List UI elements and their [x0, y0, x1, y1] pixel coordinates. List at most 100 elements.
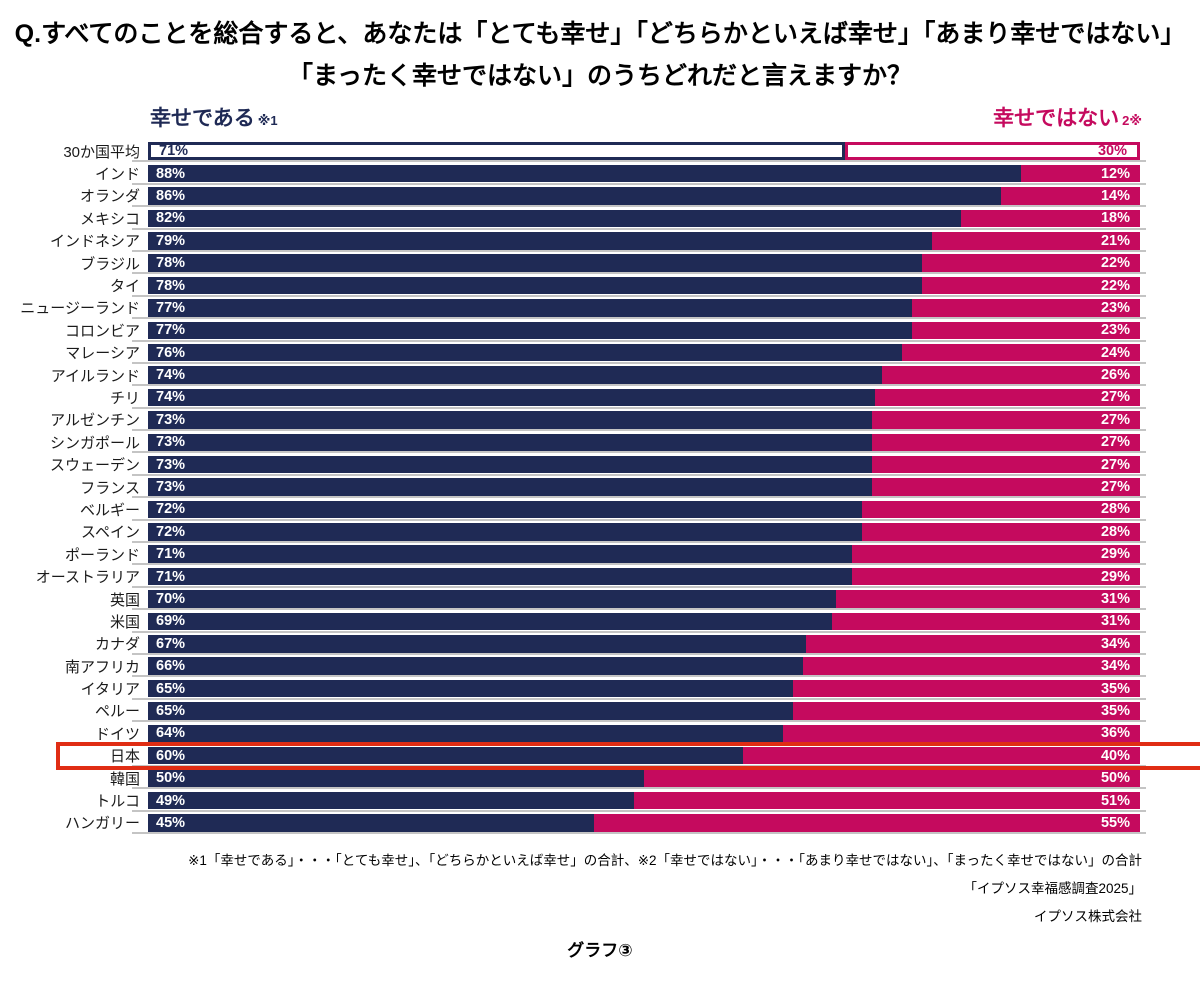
happy-value: 76% [156, 344, 186, 361]
bar-track: 88% 12% [148, 164, 1140, 183]
row-label: インドネシア [49, 233, 140, 251]
chart-row: 南アフリカ 66% 34% [0, 655, 1200, 678]
footnote-company: イプソス株式会社 [1034, 909, 1142, 925]
footnotes: ※1「幸せである」・・・「とても幸せ」、「どちらかといえば幸せ」の合計、※2「幸… [0, 847, 1200, 931]
row-label: ニュージーランド [20, 300, 140, 318]
unhappy-value: 21% [1100, 232, 1130, 249]
row-label: インド [94, 166, 140, 184]
bar-track: 67% 34% [148, 635, 1140, 653]
unhappy-value: 31% [1100, 591, 1130, 607]
happy-value: 70% [156, 591, 186, 607]
happy-bar-segment: 76% [148, 343, 902, 362]
happy-bar-segment: 73% [148, 411, 873, 429]
chart-row: 米国 69% 31% [0, 610, 1200, 633]
unhappy-value: 27% [1100, 479, 1130, 496]
chart-title-line2: 「まったく幸せではない」のうちどれだと言えますか？ [287, 62, 912, 90]
unhappy-bar-segment: 36% [782, 724, 1140, 743]
unhappy-bar-segment: 34% [802, 657, 1140, 675]
unhappy-value: 12% [1100, 165, 1130, 182]
unhappy-value: 29% [1100, 546, 1130, 563]
chart-row: ニュージーランド 77% 23% [0, 297, 1200, 320]
unhappy-value: 29% [1100, 568, 1130, 585]
unhappy-value: 27% [1100, 411, 1130, 428]
bar-track: 73% 27% [148, 455, 1140, 474]
happy-value: 50% [156, 770, 186, 787]
happy-value: 67% [156, 635, 186, 652]
bar-track: 69% 31% [148, 612, 1140, 631]
chart-title: Q.すべてのことを総合すると、あなたは「とても幸せ」「どちらかといえば幸せ」「あ… [0, 0, 1200, 97]
footnote-source: 「イプソス幸福感調査2025」 [963, 881, 1142, 897]
happy-value: 73% [156, 434, 186, 451]
unhappy-bar-segment: 23% [911, 299, 1140, 317]
unhappy-bar-segment: 27% [872, 411, 1140, 429]
happy-bar-segment: 49% [148, 791, 635, 810]
bar-track: 65% 35% [148, 679, 1140, 698]
bar-track: 71% 29% [148, 545, 1140, 563]
row-label: トルコ [95, 793, 140, 811]
unhappy-value: 51% [1100, 792, 1130, 809]
unhappy-bar-segment: 31% [832, 612, 1140, 631]
happy-bar-segment: 72% [148, 500, 863, 519]
happy-bar-segment: 79% [148, 232, 932, 250]
chart-row: ベルギー 72% 28% [0, 498, 1200, 522]
unhappy-bar-segment: 22% [921, 276, 1140, 295]
happy-bar-segment: 73% [148, 478, 873, 496]
happy-bar-segment: 71% [148, 567, 853, 586]
bar-track: 82% 18% [148, 209, 1140, 228]
unhappy-bar-segment: 22% [921, 254, 1140, 272]
unhappy-value: 22% [1100, 255, 1130, 272]
happy-value: 64% [156, 725, 186, 742]
chart-row: スウェーデン 73% 27% [0, 453, 1200, 477]
happy-value: 71% [159, 143, 189, 160]
legend-unhappy-label: 幸せではない [993, 107, 1120, 130]
chart-row: オーストラリア 71% 29% [0, 565, 1200, 589]
unhappy-bar-segment: 31% [835, 590, 1140, 608]
row-label: 韓国 [109, 770, 140, 788]
chart-caption: グラフ③ [567, 941, 633, 961]
unhappy-bar-segment: 30% [845, 142, 1140, 160]
row-label: オランダ [79, 188, 140, 206]
happy-value: 71% [156, 546, 186, 563]
row-label: 南アフリカ [64, 658, 140, 676]
chart-row: コロンビア 77% 23% [0, 319, 1200, 342]
unhappy-bar-segment: 40% [743, 746, 1140, 765]
unhappy-bar-segment: 35% [792, 679, 1140, 698]
chart-row: インド 88% 12% [0, 162, 1200, 186]
chart-row: スペイン 72% 28% [0, 521, 1200, 544]
happy-bar-segment: 65% [148, 679, 793, 698]
row-label: フランス [80, 479, 140, 497]
happy-value: 78% [156, 277, 186, 294]
happy-bar-segment: 78% [148, 276, 922, 295]
unhappy-value: 28% [1100, 501, 1130, 518]
legend-happy-footnote-ref: ※1 [257, 113, 278, 128]
chart-row: ペルー 65% 35% [0, 700, 1200, 723]
unhappy-bar-segment: 27% [872, 478, 1140, 496]
chart-row: ポーランド 71% 29% [0, 543, 1200, 566]
unhappy-bar-segment: 27% [874, 388, 1140, 407]
bar-track: 73% 27% [148, 478, 1140, 496]
unhappy-value: 40% [1100, 747, 1130, 764]
bar-track: 74% 27% [148, 388, 1140, 407]
row-label: チリ [109, 389, 140, 407]
chart-title-line1: Q.すべてのことを総合すると、あなたは「とても幸せ」「どちらかといえば幸せ」「あ… [14, 20, 1186, 48]
bar-track: 45% 55% [148, 814, 1140, 832]
legend: 幸せである ※1 幸せではない 2※ [0, 102, 1200, 132]
happy-value: 72% [156, 501, 186, 518]
bar-track: 65% 35% [148, 702, 1140, 720]
happy-value: 74% [156, 367, 186, 384]
row-label: ペルー [94, 703, 140, 721]
row-label: タイ [109, 278, 140, 296]
happy-bar-segment: 69% [148, 612, 833, 631]
happy-bar-segment: 86% [148, 187, 1002, 205]
row-label: 日本 [109, 748, 140, 766]
happy-value: 60% [156, 747, 186, 764]
chart-row: ブラジル 78% 22% [0, 252, 1200, 275]
happy-value: 45% [156, 814, 186, 831]
bar-track: 71% 30% [148, 142, 1140, 160]
happy-value: 74% [156, 389, 186, 406]
unhappy-bar-segment: 50% [644, 769, 1140, 787]
happy-bar-segment: 60% [148, 746, 744, 765]
chart-row: チリ 74% 27% [0, 386, 1200, 410]
bar-track: 66% 34% [148, 657, 1140, 675]
unhappy-bar-segment: 27% [872, 433, 1140, 452]
